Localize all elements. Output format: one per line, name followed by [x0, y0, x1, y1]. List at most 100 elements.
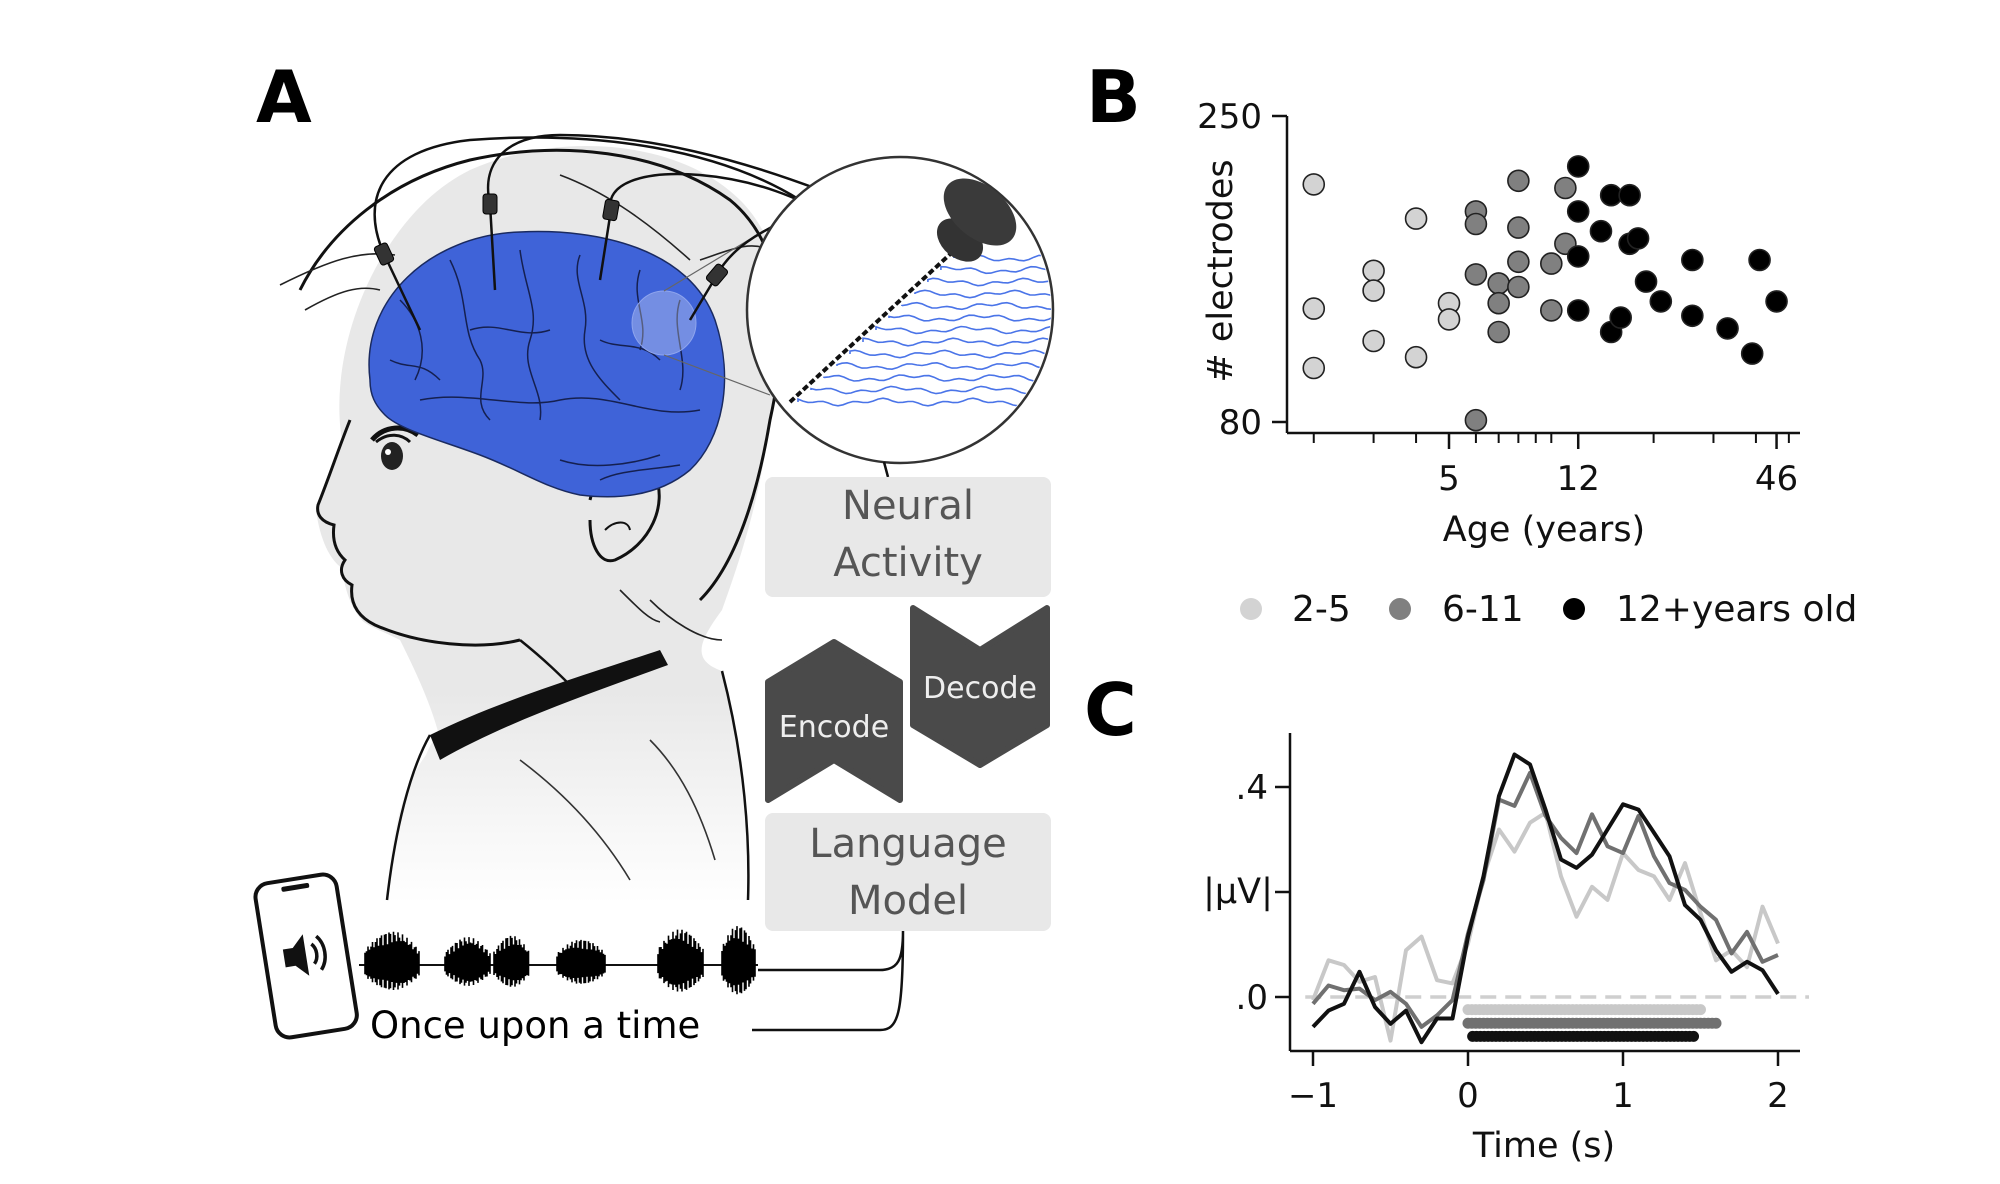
data-point	[1487, 272, 1510, 295]
data-point	[1589, 219, 1613, 243]
eye	[370, 425, 420, 470]
electrode-contacts	[373, 193, 729, 287]
neural-traces	[797, 254, 1051, 407]
legend: 2-5 6-11 12+years old	[1240, 589, 1857, 630]
y-axis-label: # electrodes	[1201, 159, 1241, 382]
neural-trace	[914, 289, 1051, 299]
series-line	[1311, 752, 1780, 1045]
data-point	[1487, 320, 1510, 344]
magnifier-connector	[882, 461, 890, 478]
panel-c: C |μV| Time (s) −1 0 1 2 .4 .0	[1084, 668, 1809, 1166]
language-model-box: Language Model	[765, 813, 1051, 931]
data-point	[1404, 207, 1428, 230]
data-point	[1634, 270, 1658, 293]
data-point	[1566, 299, 1590, 322]
ear-inner	[604, 521, 631, 531]
data-point	[1302, 173, 1326, 196]
data-point	[1487, 291, 1510, 315]
significance-dot	[1695, 1004, 1706, 1016]
x-tick-label: 46	[1755, 459, 1798, 499]
electrode-scatter-plot: # electrodes Age (years) 5 12 46 250 80	[1197, 97, 1800, 550]
neural-activity-line1: Neural	[842, 483, 974, 529]
data-point	[1464, 408, 1488, 432]
phone	[253, 872, 359, 1040]
y-axis-label: |μV|	[1203, 872, 1273, 912]
neural-trace	[940, 265, 1051, 275]
legend-label-6-11: 6-11	[1442, 589, 1524, 630]
panel-b: B # electrodes Age (years) 5 12 46 250 80 2-…	[1086, 55, 1857, 630]
x-tick-label: 1	[1612, 1076, 1634, 1116]
data-point	[1740, 342, 1764, 365]
brain-gyri	[389, 249, 701, 481]
neural-activity-line2: Activity	[833, 540, 983, 586]
magnifier-inset	[745, 155, 1055, 478]
data-point	[1765, 290, 1788, 313]
neural-trace	[875, 325, 1051, 335]
audio-to-lm-connector	[752, 930, 905, 1032]
x-axis-label: Age (years)	[1443, 510, 1645, 550]
data-point	[1362, 279, 1385, 302]
legend-marker-6-11	[1389, 598, 1411, 620]
neural-trace	[927, 277, 1051, 287]
evoked-response-plot: |μV| Time (s) −1 0 1 2 .4 .0	[1203, 733, 1809, 1166]
depth-electrode-head	[936, 178, 1017, 262]
shoulder-lines	[519, 739, 716, 881]
data-point	[1681, 304, 1704, 328]
brain	[368, 214, 791, 498]
panel-a: A	[253, 55, 1055, 1047]
language-model-line1: Language	[809, 821, 1006, 867]
brain-shape	[368, 230, 726, 498]
x-tick-label: 2	[1767, 1076, 1789, 1116]
waveform-bursts	[364, 926, 756, 995]
data-point	[1566, 245, 1590, 268]
x-axis-label: Time (s)	[1472, 1126, 1615, 1166]
recording-site-highlight	[631, 290, 697, 356]
neural-trace	[797, 397, 1051, 407]
data-point	[1540, 299, 1563, 322]
data-point	[1362, 259, 1385, 283]
legend-label-2-5: 2-5	[1292, 589, 1351, 630]
data-point	[1507, 275, 1530, 299]
data-point	[1464, 263, 1488, 286]
data-point	[1404, 345, 1428, 369]
data-point	[1554, 176, 1577, 200]
y-tick-label: .0	[1236, 978, 1268, 1018]
panel-a-label: A	[256, 55, 312, 139]
data-point	[1507, 250, 1530, 274]
data-point	[1540, 252, 1563, 275]
language-model-line2: Model	[848, 878, 968, 924]
y-tick-label: 250	[1197, 97, 1262, 137]
x-tick-label: 12	[1557, 459, 1600, 499]
encode-label: Encode	[779, 710, 889, 745]
x-tick-label: 0	[1457, 1076, 1479, 1116]
legend-label-12-plus: 12+years old	[1616, 589, 1857, 630]
significance-dot	[1710, 1017, 1722, 1029]
data-point	[1566, 200, 1590, 223]
audio-waveform	[359, 926, 758, 995]
data-point	[1362, 329, 1385, 353]
speaker-icon	[282, 934, 327, 976]
decode-arrow: Decode	[910, 605, 1050, 768]
neural-trace	[849, 349, 1051, 359]
legend-marker-2-5	[1240, 598, 1262, 620]
x-tick-label: −1	[1288, 1076, 1338, 1116]
depth-electrode-shaft	[788, 243, 962, 404]
data-point	[1302, 356, 1326, 380]
electrode-wires	[373, 133, 831, 331]
panel-b-label: B	[1086, 55, 1141, 139]
panel-c-label: C	[1084, 668, 1137, 752]
data-point	[1716, 317, 1739, 340]
y-tick-label: 80	[1219, 403, 1262, 443]
neural-trace	[888, 314, 1051, 322]
neural-trace	[862, 337, 1051, 347]
data-point	[1609, 306, 1632, 329]
neural-trace	[823, 374, 1051, 382]
neural-trace	[810, 385, 1051, 395]
y-tick-label: .4	[1236, 768, 1268, 808]
hair-outline	[298, 148, 783, 602]
neural-trace	[836, 361, 1051, 371]
data-point	[1464, 212, 1488, 236]
data-point	[1507, 169, 1530, 193]
data-point	[1566, 155, 1590, 178]
